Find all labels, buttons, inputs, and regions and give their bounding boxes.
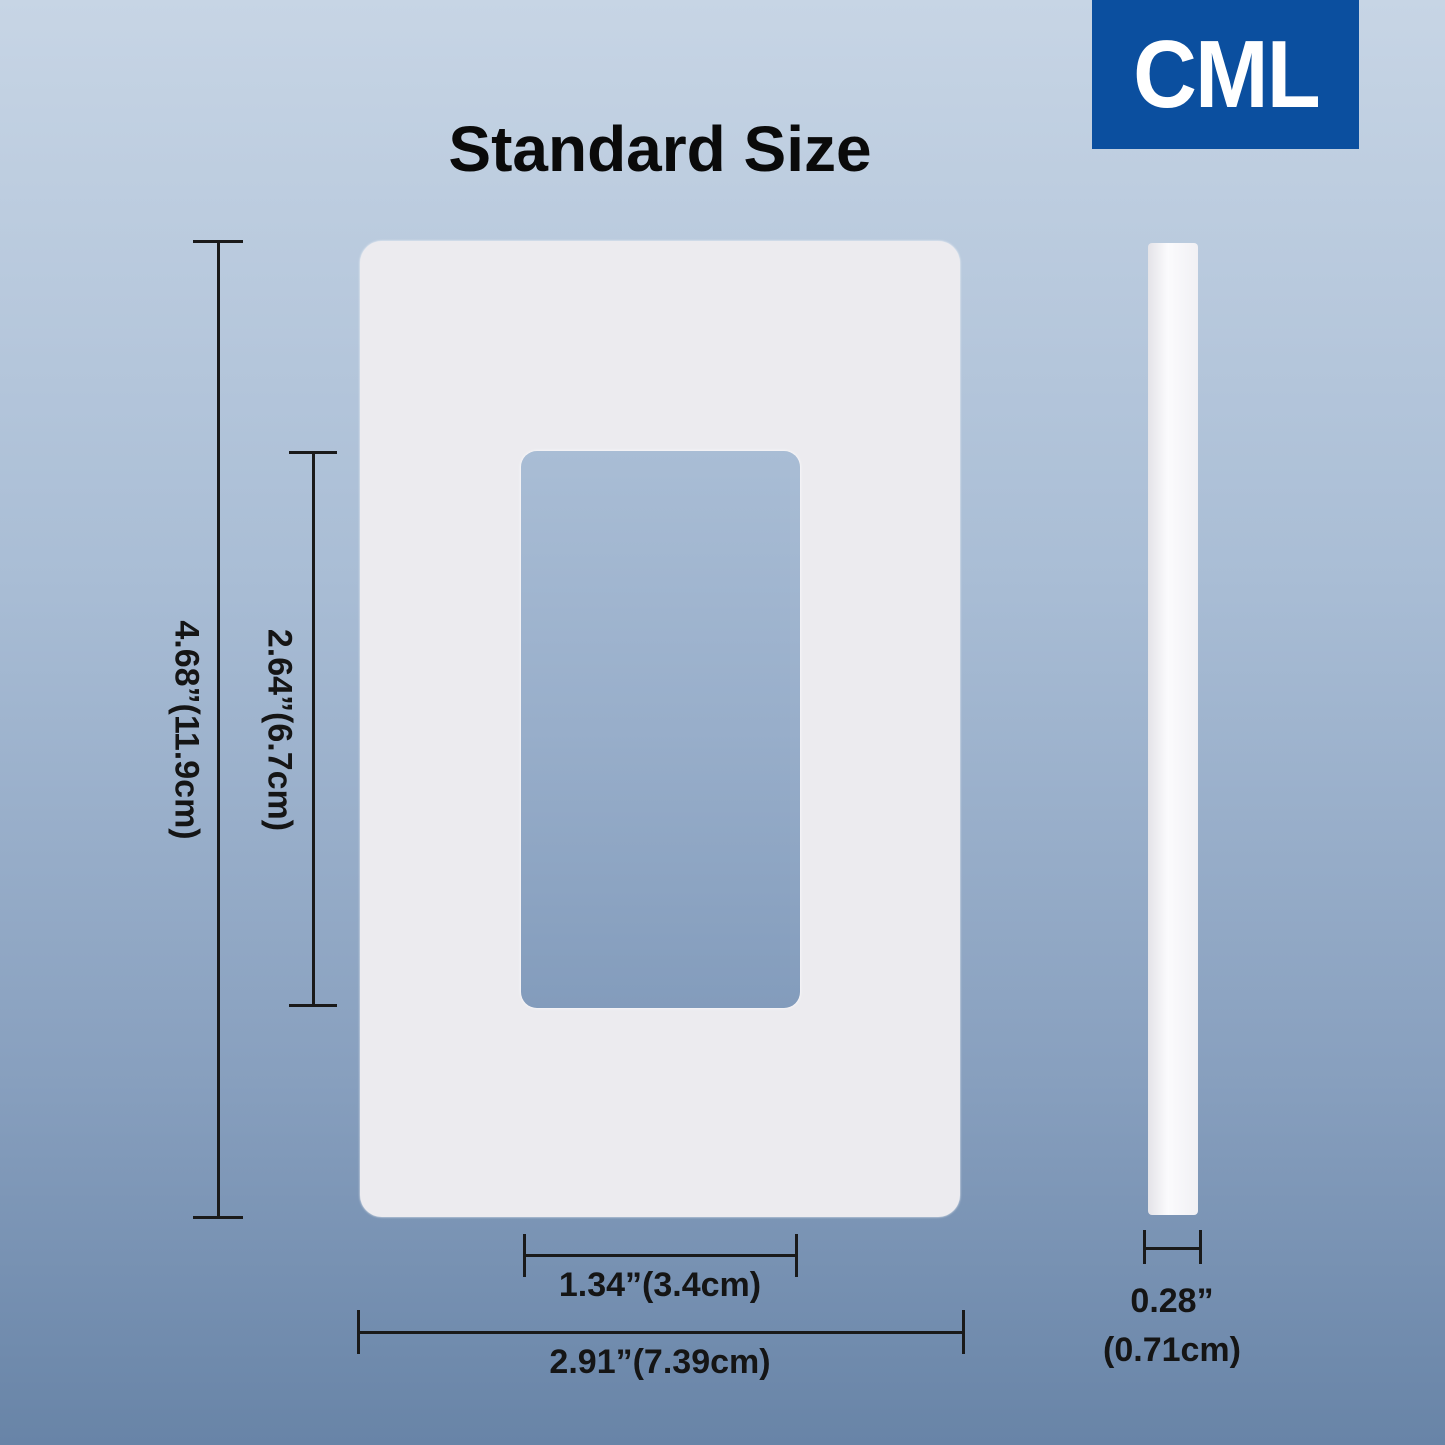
opening-width-label: 1.34”(3.4cm): [558, 1266, 762, 1304]
overall-width-label: 2.91”(7.39cm): [549, 1343, 771, 1381]
overall-height-label: 4.68”(11.9cm): [167, 620, 206, 840]
thickness-inches-label: 0.28”: [1130, 1282, 1214, 1320]
wall-plate-side-profile: [1148, 243, 1198, 1215]
opening-height-label: 2.64”(6.7cm): [260, 628, 299, 832]
plate-opening: [521, 451, 800, 1008]
brand-logo: CML: [1092, 0, 1359, 149]
thickness-cm-label: (0.71cm): [1103, 1331, 1241, 1369]
page-title: Standard Size: [448, 113, 872, 185]
logo-text: CML: [1132, 20, 1321, 128]
